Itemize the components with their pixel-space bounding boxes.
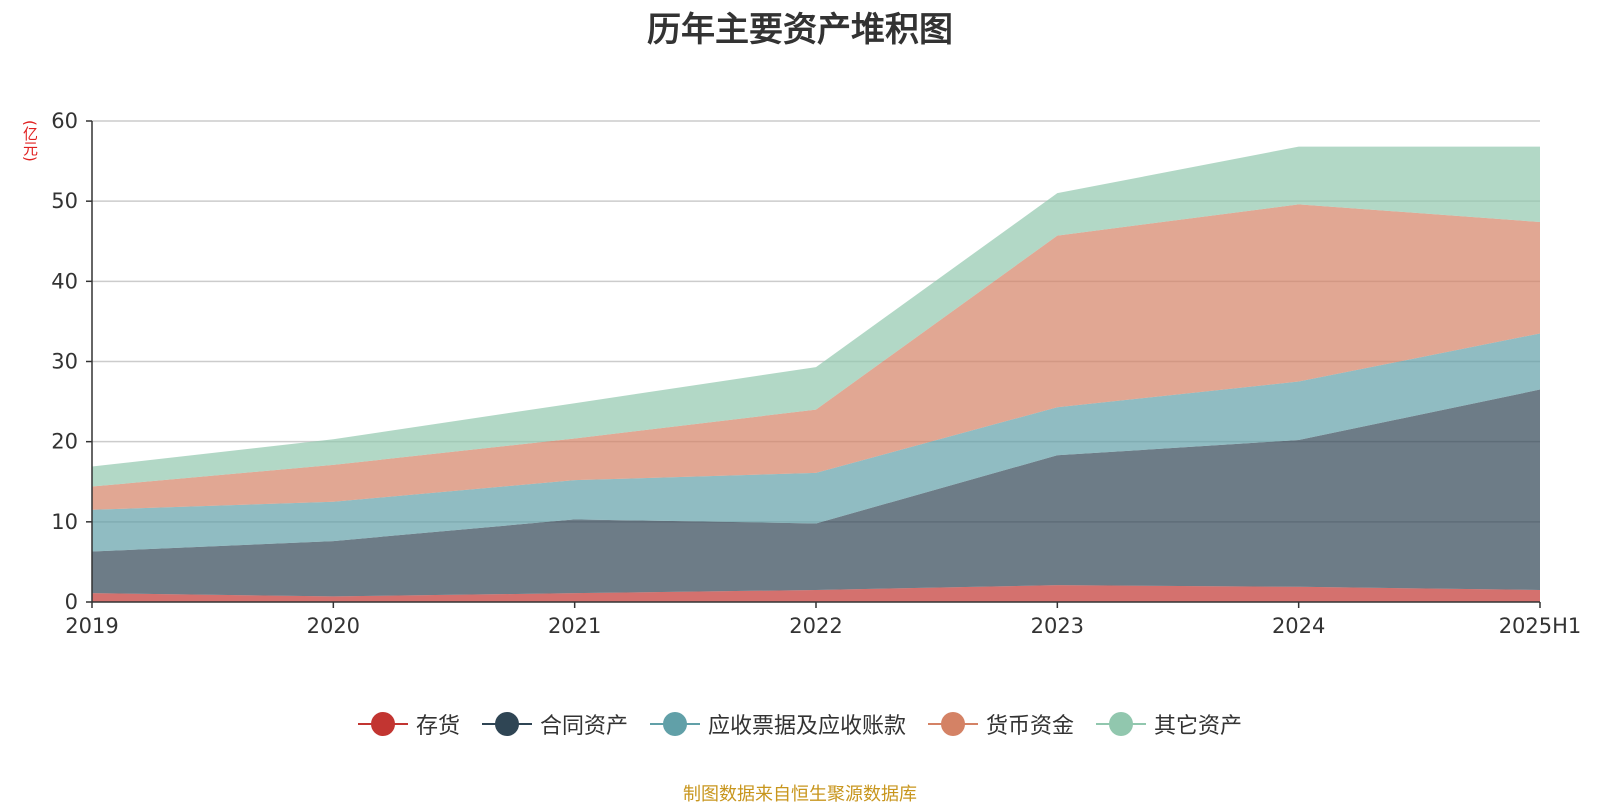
area-series-0 <box>92 585 1540 602</box>
chart-title: 历年主要资产堆积图 <box>647 10 953 50</box>
legend: 存货 合同资产 应收票据及应收账款 货币资金 其它资产 <box>0 708 1600 740</box>
legend-label: 其它资产 <box>1154 714 1243 739</box>
y-axis-unit-label: (亿元) <box>21 120 39 162</box>
legend-marker-icon <box>649 712 700 736</box>
area-series-3 <box>92 204 1540 510</box>
legend-label: 合同资产 <box>539 714 628 739</box>
legend-marker-icon <box>357 712 408 736</box>
legend-label: 存货 <box>415 714 460 739</box>
y-tick-label: 20 <box>51 430 78 454</box>
legend-item-0[interactable]: 存货 <box>357 708 460 740</box>
x-tick-label: 2025H1 <box>1499 614 1582 638</box>
legend-label: 应收票据及应收账款 <box>707 714 906 739</box>
area-series-4 <box>92 146 1540 487</box>
legend-item-2[interactable]: 应收票据及应收账款 <box>649 708 906 740</box>
x-tick-label: 2020 <box>307 614 360 638</box>
legend-label: 货币资金 <box>986 714 1075 739</box>
x-tick-label: 2024 <box>1272 614 1325 638</box>
x-tick-label: 2023 <box>1031 614 1084 638</box>
x-tick-label: 2022 <box>789 614 842 638</box>
y-tick-label: 30 <box>51 350 78 374</box>
legend-marker-icon <box>928 712 978 736</box>
legend-marker-icon <box>1096 712 1147 736</box>
legend-item-4[interactable]: 其它资产 <box>1096 708 1242 740</box>
legend-item-1[interactable]: 合同资产 <box>481 708 628 740</box>
series-areas <box>92 146 1540 602</box>
x-tick-label: 2019 <box>65 614 118 638</box>
tick-labels: 0 10 20 30 40 50 60 2019 2020 2021 2022 2023 2024 202… <box>51 109 1581 638</box>
y-tick-label: 0 <box>65 590 78 614</box>
y-tick-label: 60 <box>51 109 78 133</box>
x-tick-label: 2021 <box>548 614 601 638</box>
legend-marker-icon <box>481 712 532 736</box>
area-series-1 <box>92 389 1540 597</box>
y-tick-label: 40 <box>51 269 78 293</box>
area-series-2 <box>92 333 1540 552</box>
legend-item-3[interactable]: 货币资金 <box>928 708 1074 740</box>
y-tick-label: 50 <box>51 189 78 213</box>
y-tick-label: 10 <box>51 510 78 534</box>
source-note: 制图数据来自恒生聚源数据库 <box>683 784 917 805</box>
axes <box>86 120 1541 608</box>
